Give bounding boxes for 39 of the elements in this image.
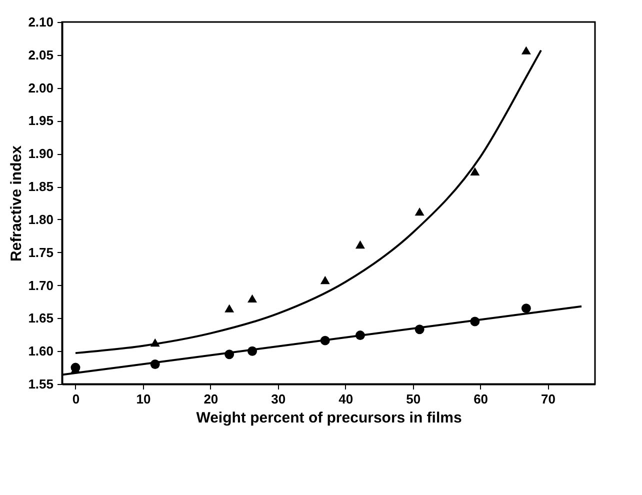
x-tick-label: 40: [338, 392, 354, 406]
y-tick-label: 1.95: [28, 113, 54, 128]
x-axis-title: Weight percent of precursors in films: [196, 410, 462, 426]
y-axis-title: Refractive index: [8, 144, 26, 262]
x-tick-label: 30: [271, 392, 286, 406]
x-tick-label: 70: [541, 392, 556, 406]
point: [224, 350, 234, 360]
point: [150, 360, 160, 369]
x-tick-label: 50: [406, 392, 421, 406]
y-tick-label: 1.85: [28, 179, 54, 194]
point: [150, 338, 160, 347]
x-tick-label: 10: [136, 392, 151, 406]
point: [355, 330, 365, 340]
line-series: [74, 49, 542, 354]
point: [320, 276, 330, 284]
y-tick-label: 1.80: [28, 212, 54, 227]
x-tick-label: 60: [474, 392, 488, 406]
point: [248, 346, 258, 356]
point: [224, 304, 234, 312]
point: [521, 304, 531, 314]
y-tick-label: 2.10: [28, 14, 54, 30]
point: [320, 336, 330, 346]
point: [355, 240, 365, 249]
y-tick-label: 2.00: [28, 80, 54, 96]
point: [521, 46, 531, 54]
y-tick-label: 1.90: [28, 146, 54, 162]
point: [248, 294, 258, 303]
point: [470, 316, 480, 326]
y-tick-label: 1.75: [28, 244, 54, 260]
y-tick-label: 1.70: [28, 278, 54, 293]
y-tick-label: 1.60: [28, 344, 54, 359]
y-tick-label: 1.55: [28, 376, 54, 392]
point: [470, 167, 480, 176]
x-tick-label: 20: [204, 392, 218, 406]
x-tick-label: 0: [72, 392, 80, 406]
y-tick-label: 1.65: [28, 310, 54, 326]
point: [414, 324, 424, 334]
y-tick-label: 2.05: [28, 47, 54, 62]
point: [414, 207, 424, 216]
